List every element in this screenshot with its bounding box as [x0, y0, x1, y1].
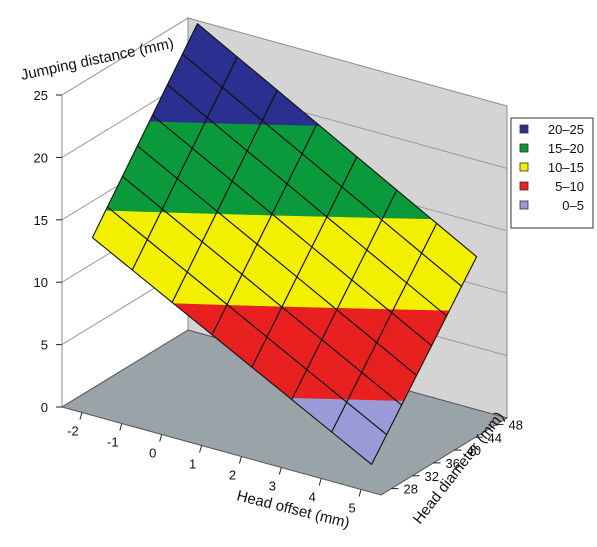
- x-tick-label: 0: [149, 446, 156, 461]
- z-tick-label: 0: [41, 400, 48, 415]
- x-tick-label: 4: [309, 490, 316, 505]
- z-tick-label: 10: [34, 275, 48, 290]
- legend-label: 10–15: [548, 160, 584, 175]
- axis-ticks: 0 5 10 15 20 25 -2 -1 0 1 2 3 4 5 28 32 36 40 44 48: [34, 88, 523, 516]
- z-tick-label: 25: [34, 88, 48, 103]
- legend: 20–25 15–20 10–15 5–10 0–5: [510, 117, 594, 229]
- surface-mesh: [91, 23, 478, 465]
- x-tick-mark: [278, 467, 282, 475]
- x-tick-mark: [79, 412, 83, 420]
- y-tick-label: 44: [488, 430, 502, 445]
- x-tick-label: 1: [189, 457, 196, 472]
- x-tick-label: 2: [229, 468, 236, 483]
- surface-cell-outline: [331, 401, 388, 465]
- x-axis-title: Head offset (mm): [235, 487, 351, 531]
- x-tick-mark: [199, 445, 203, 453]
- legend-swatch: [519, 143, 529, 153]
- legend-swatch: [519, 162, 529, 172]
- legend-swatch: [519, 181, 529, 191]
- x-tick-label: -1: [107, 435, 119, 450]
- x-tick-label: 5: [348, 501, 355, 516]
- x-tick-label: 3: [269, 479, 276, 494]
- legend-frame: [510, 117, 594, 229]
- floor: [60, 329, 509, 496]
- y-tick-label: 48: [509, 417, 523, 432]
- x-tick-mark: [358, 489, 362, 497]
- y-tick-label: 40: [467, 443, 481, 458]
- x-tick-mark: [238, 456, 242, 464]
- x-tick-label: -2: [67, 424, 79, 439]
- x-tick-mark: [119, 423, 123, 431]
- x-tick-mark: [318, 478, 322, 486]
- x-tick-mark: [159, 434, 163, 442]
- legend-swatch: [519, 124, 529, 134]
- legend-label: 20–25: [548, 122, 584, 137]
- legend-label: 0–5: [562, 198, 584, 213]
- y-tick-label: 36: [446, 456, 460, 471]
- z-tick-label: 15: [34, 213, 48, 228]
- z-tick-label: 20: [34, 150, 48, 165]
- legend-label: 15–20: [548, 141, 584, 156]
- legend-label: 5–10: [555, 179, 584, 194]
- legend-swatch: [519, 200, 529, 210]
- y-tick-label: 32: [425, 469, 439, 484]
- y-tick-label: 28: [404, 482, 418, 497]
- z-tick-label: 5: [41, 338, 48, 353]
